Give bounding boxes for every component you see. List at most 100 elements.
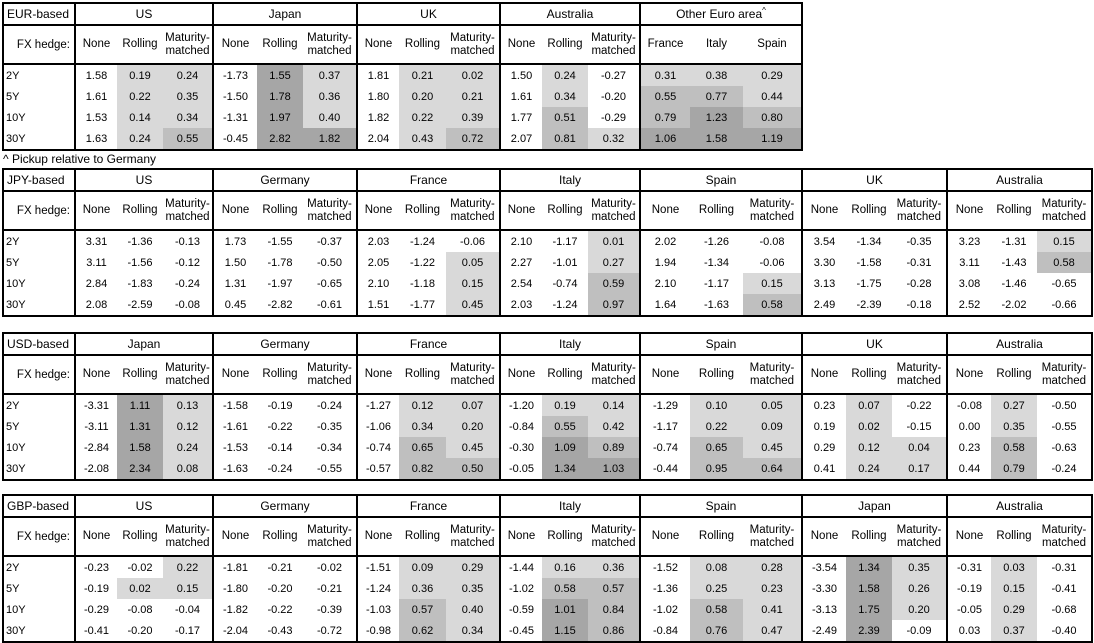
- value-cell: 0.09: [743, 416, 802, 437]
- value-cell: 0.58: [991, 437, 1037, 458]
- footnote-pickup-relative-to-germany: ^ Pickup relative to Germany: [3, 152, 157, 166]
- value-cell: 2.54: [499, 273, 542, 294]
- group-header-germany: Germany: [212, 495, 357, 518]
- hedge-col-header-maturity-matched: Maturity-matched: [743, 191, 802, 231]
- value-cell: 0.24: [163, 64, 213, 86]
- value-cell: -1.55: [267, 235, 293, 248]
- value-cell: -0.06: [459, 235, 486, 248]
- value-cell: 0.34: [399, 416, 446, 437]
- hedge-col-header-rolling: Rolling: [991, 517, 1037, 557]
- hedge-col-header-maturity-matched: Maturity-matched: [303, 517, 357, 557]
- hedge-col-header-maturity-matched: Maturity-matched: [446, 191, 500, 231]
- value-cell: 0.29: [991, 599, 1037, 620]
- value-cell: 0.37: [991, 620, 1037, 642]
- group-header-us: US: [74, 495, 213, 518]
- value-cell: 0.57: [588, 578, 640, 599]
- value-cell: 1.01: [542, 599, 588, 620]
- value-cell: -2.59: [127, 298, 153, 311]
- value-cell: 2.04: [356, 128, 399, 150]
- value-cell: 1.50: [212, 252, 257, 273]
- table-jpy-based: JPY-based US Germany France Italy Spain UK Aust…: [2, 168, 1093, 317]
- value-cell: 1.19: [743, 128, 802, 150]
- value-cell: 0.35: [446, 578, 500, 599]
- value-cell: -1.97: [267, 277, 293, 290]
- hedge-col-header-rolling: Rolling: [117, 355, 163, 395]
- value-cell: 0.05: [743, 394, 802, 416]
- tenor-row-label: 30Y: [6, 132, 26, 145]
- value-cell: -1.78: [267, 256, 293, 269]
- value-cell: -1.29: [639, 394, 690, 416]
- hedge-col-header-maturity-matched: Maturity-matched: [588, 25, 640, 65]
- hedge-col-header-rolling: Rolling: [846, 191, 892, 231]
- hedge-col-header-rolling: Rolling: [542, 191, 588, 231]
- value-cell: 0.45: [212, 294, 257, 316]
- hedge-col-header-none: None: [801, 517, 846, 557]
- hedge-col-header-maturity-matched: Maturity-matched: [163, 355, 213, 395]
- hedge-col-header-none: None: [356, 25, 399, 65]
- value-cell: -0.55: [1051, 420, 1077, 433]
- tenor-row-label: 10Y: [6, 277, 26, 290]
- value-cell: 0.97: [588, 294, 640, 316]
- fx-hedge-label: FX hedge:: [3, 191, 75, 231]
- value-cell: -0.08: [127, 603, 153, 616]
- value-cell: 0.72: [446, 128, 500, 150]
- usd-based-table-slot: USD-based Japan Germany France Italy Spain UK A…: [2, 332, 1094, 481]
- value-cell: 0.64: [743, 458, 802, 480]
- hedge-col-header-maturity-matched: Maturity-matched: [892, 517, 947, 557]
- hedge-col-header-maturity-matched: Maturity-matched: [588, 191, 640, 231]
- value-cell: -3.13: [801, 599, 846, 620]
- value-cell: -1.02: [499, 578, 542, 599]
- value-cell: 0.15: [1037, 230, 1092, 252]
- hedge-col-header-none: None: [74, 355, 117, 395]
- group-header-other-euro-area: Other Euro area^: [639, 3, 802, 26]
- value-cell: 1.31: [117, 416, 163, 437]
- value-cell: -0.41: [74, 620, 117, 642]
- value-cell: 0.76: [690, 620, 743, 642]
- value-cell: -2.82: [267, 298, 293, 311]
- value-cell: -0.24: [316, 399, 343, 412]
- hedge-col-header-rolling: Rolling: [690, 355, 743, 395]
- value-cell: 0.22: [163, 556, 213, 578]
- hedge-col-header-maturity-matched: Maturity-matched: [163, 517, 213, 557]
- value-cell: 0.23: [946, 437, 991, 458]
- value-cell: 0.38: [690, 64, 743, 86]
- value-cell: -0.31: [946, 556, 991, 578]
- value-cell: -1.34: [856, 235, 882, 248]
- value-cell: -0.31: [906, 256, 932, 269]
- group-header-australia: Australia: [946, 495, 1092, 518]
- value-cell: -0.09: [906, 624, 932, 637]
- value-cell: -1.17: [703, 277, 730, 290]
- value-cell: -0.19: [946, 578, 991, 599]
- value-cell: -1.31: [212, 107, 257, 128]
- hedge-col-header-none: None: [356, 517, 399, 557]
- value-cell: -0.45: [212, 128, 257, 150]
- value-cell: 2.84: [74, 273, 117, 294]
- value-cell: -0.65: [1051, 277, 1077, 290]
- group-header-uk: UK: [801, 169, 947, 192]
- value-cell: 0.10: [690, 394, 743, 416]
- hedge-col-header-maturity-matched: Maturity-matched: [303, 25, 357, 65]
- hedge-col-header-rolling: Rolling: [117, 517, 163, 557]
- value-cell: 0.02: [446, 64, 500, 86]
- group-header-france: France: [356, 333, 500, 356]
- group-header-japan: Japan: [74, 333, 213, 356]
- tenor-row-label: 10Y: [6, 603, 26, 616]
- value-cell: -0.55: [316, 462, 343, 475]
- value-cell: 0.13: [163, 394, 213, 416]
- group-header-australia: Australia: [499, 3, 640, 26]
- hedge-col-header-none: None: [74, 25, 117, 65]
- hedge-col-header-maturity-matched: Maturity-matched: [743, 517, 802, 557]
- value-cell: -0.06: [759, 256, 785, 269]
- hedge-col-header-italy: Italy: [690, 25, 743, 65]
- value-cell: 2.03: [356, 230, 399, 252]
- hedge-col-header-maturity-matched: Maturity-matched: [892, 191, 947, 231]
- value-cell: 0.24: [846, 458, 892, 480]
- value-cell: -2.04: [212, 620, 257, 642]
- value-cell: -0.31: [1051, 561, 1077, 574]
- base-currency-label: JPY-based: [3, 169, 75, 192]
- value-cell: 0.24: [542, 64, 588, 86]
- value-cell: 0.15: [991, 578, 1037, 599]
- value-cell: 1.61: [499, 86, 542, 107]
- value-cell: 0.05: [446, 252, 500, 273]
- value-cell: -0.20: [267, 582, 293, 595]
